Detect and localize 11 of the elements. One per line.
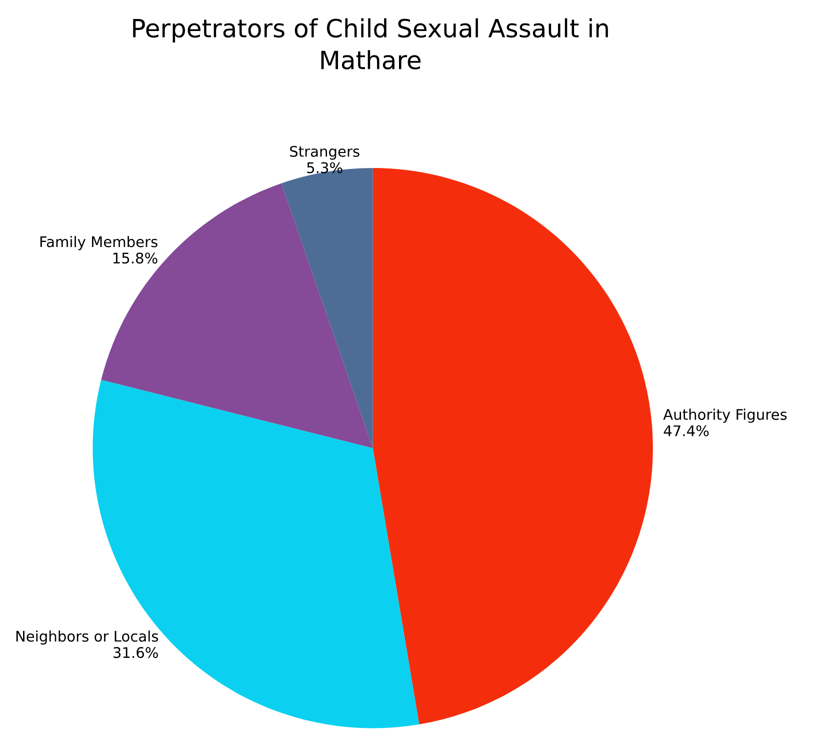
slice-label: Neighbors or Locals	[16, 630, 158, 645]
slice-label: Authority Figures	[663, 408, 787, 423]
slice-label: Family Members	[40, 236, 158, 250]
pie-slice	[372, 168, 653, 724]
data-label: 5.3%	[307, 162, 342, 174]
pie-slice	[92, 380, 420, 728]
data-label: 15.8%	[113, 252, 158, 264]
data-label: 31.6%	[114, 647, 158, 658]
data-label: 47.4%	[664, 425, 709, 436]
slice-label: Strangers	[290, 146, 360, 160]
chart-title: Perpetrators of Child Sexual Assault in Mathare	[133, 18, 608, 70]
